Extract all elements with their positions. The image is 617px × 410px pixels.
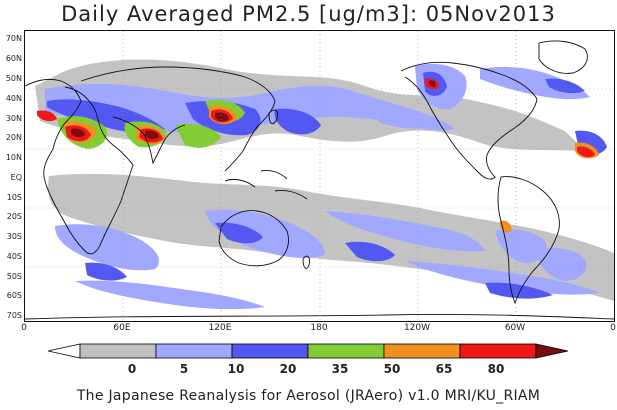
legend-swatch	[307, 343, 385, 359]
lat-label: 70N	[5, 34, 22, 43]
lon-label: 60W	[504, 323, 526, 333]
legend-label: 50	[383, 362, 401, 376]
graticule	[25, 31, 614, 321]
lat-label: 40S	[6, 252, 22, 261]
lat-label: 50N	[5, 74, 22, 83]
legend-swatches	[48, 343, 568, 359]
lon-label: 180	[310, 323, 328, 333]
lon-label: 0	[610, 323, 616, 333]
pm25-darkred-fields	[71, 80, 436, 140]
legend-label: 80	[487, 362, 505, 376]
legend-colorbar	[48, 343, 568, 359]
lon-label: 120W	[403, 323, 431, 333]
legend-swatch	[231, 343, 309, 359]
legend-label: 10	[227, 362, 245, 376]
lon-label: 60E	[113, 323, 131, 333]
lat-label: 30N	[5, 114, 22, 123]
legend-arrow-right	[535, 343, 568, 359]
lon-label: 120E	[208, 323, 232, 333]
legend-label: 35	[331, 362, 349, 376]
lat-label: 20S	[6, 212, 22, 221]
lat-label: EQ	[10, 173, 22, 182]
legend-label: 0	[127, 362, 137, 376]
legend-label: 65	[435, 362, 453, 376]
map-title: Daily Averaged PM2.5 [ug/m3]: 05Nov2013	[61, 2, 556, 26]
lat-label: 30S	[6, 232, 22, 241]
lat-label: 10N	[5, 153, 22, 162]
color-legend: 0 5 10 20 35 50 65 80	[48, 343, 568, 377]
lat-label: 60N	[5, 54, 22, 63]
legend-arrow-left	[48, 343, 81, 359]
legend-label: 20	[279, 362, 297, 376]
legend-swatch	[459, 343, 537, 359]
lat-label: 40N	[5, 94, 22, 103]
coastlines	[25, 40, 614, 320]
latitude-axis: 70N 60N 50N 40N 30N 20N 10N EQ 10S 20S 3…	[0, 30, 22, 322]
lon-label: 0	[21, 323, 27, 333]
lat-label: 10S	[6, 193, 22, 202]
legend-swatch	[155, 343, 233, 359]
legend-swatch	[383, 343, 461, 359]
lat-label: 70S	[6, 311, 22, 320]
lat-label: 50S	[6, 272, 22, 281]
legend-swatch	[79, 343, 157, 359]
lat-label: 20N	[5, 133, 22, 142]
longitude-axis: 0 60E 120E 180 120W 60W 0	[21, 323, 616, 338]
lat-label: 60S	[6, 291, 22, 300]
legend-label: 5	[179, 362, 189, 376]
world-map	[24, 30, 615, 322]
footer-credit: The Japanese Reanalysis for Aerosol (JRA…	[76, 388, 541, 404]
map-svg	[25, 31, 614, 321]
